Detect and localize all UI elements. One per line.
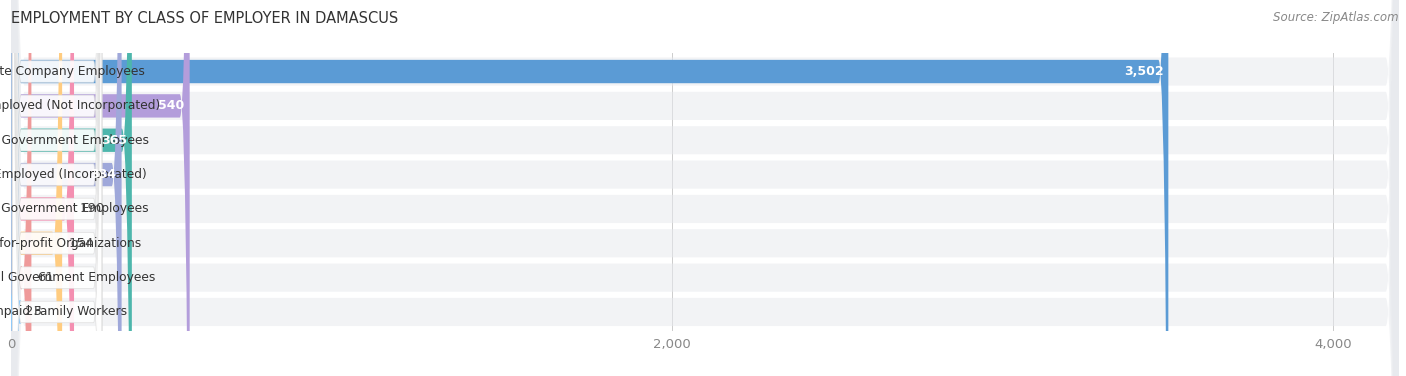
FancyBboxPatch shape <box>11 0 132 376</box>
FancyBboxPatch shape <box>13 0 101 376</box>
FancyBboxPatch shape <box>11 0 1399 376</box>
FancyBboxPatch shape <box>11 0 75 376</box>
Text: 540: 540 <box>159 99 184 112</box>
FancyBboxPatch shape <box>11 0 1399 376</box>
Text: Federal Government Employees: Federal Government Employees <box>0 271 155 284</box>
FancyBboxPatch shape <box>11 0 31 376</box>
Text: 23: 23 <box>25 305 42 318</box>
Text: Self-Employed (Not Incorporated): Self-Employed (Not Incorporated) <box>0 99 160 112</box>
Text: Not-for-profit Organizations: Not-for-profit Organizations <box>0 237 141 250</box>
Text: 365: 365 <box>101 134 127 147</box>
Text: Local Government Employees: Local Government Employees <box>0 134 149 147</box>
FancyBboxPatch shape <box>11 0 1399 376</box>
Text: 190: 190 <box>80 202 105 215</box>
Text: Unpaid Family Workers: Unpaid Family Workers <box>0 305 127 318</box>
FancyBboxPatch shape <box>11 0 190 376</box>
Text: Private Company Employees: Private Company Employees <box>0 65 145 78</box>
Text: Source: ZipAtlas.com: Source: ZipAtlas.com <box>1274 11 1399 24</box>
FancyBboxPatch shape <box>8 0 21 376</box>
FancyBboxPatch shape <box>11 0 62 376</box>
FancyBboxPatch shape <box>11 0 121 376</box>
Text: 154: 154 <box>67 237 93 250</box>
Text: EMPLOYMENT BY CLASS OF EMPLOYER IN DAMASCUS: EMPLOYMENT BY CLASS OF EMPLOYER IN DAMAS… <box>11 11 398 26</box>
FancyBboxPatch shape <box>11 0 1399 376</box>
FancyBboxPatch shape <box>13 0 101 376</box>
FancyBboxPatch shape <box>13 0 101 376</box>
Text: 3,502: 3,502 <box>1123 65 1163 78</box>
FancyBboxPatch shape <box>13 0 101 376</box>
Text: 334: 334 <box>90 168 117 181</box>
FancyBboxPatch shape <box>11 0 1399 376</box>
FancyBboxPatch shape <box>13 0 101 376</box>
Text: 61: 61 <box>38 271 55 284</box>
FancyBboxPatch shape <box>13 0 101 376</box>
FancyBboxPatch shape <box>11 0 1399 376</box>
FancyBboxPatch shape <box>13 0 101 376</box>
Text: Self-Employed (Incorporated): Self-Employed (Incorporated) <box>0 168 148 181</box>
FancyBboxPatch shape <box>11 0 1399 376</box>
FancyBboxPatch shape <box>11 0 1168 376</box>
Text: State Government Employees: State Government Employees <box>0 202 149 215</box>
FancyBboxPatch shape <box>13 0 101 376</box>
FancyBboxPatch shape <box>11 0 1399 376</box>
